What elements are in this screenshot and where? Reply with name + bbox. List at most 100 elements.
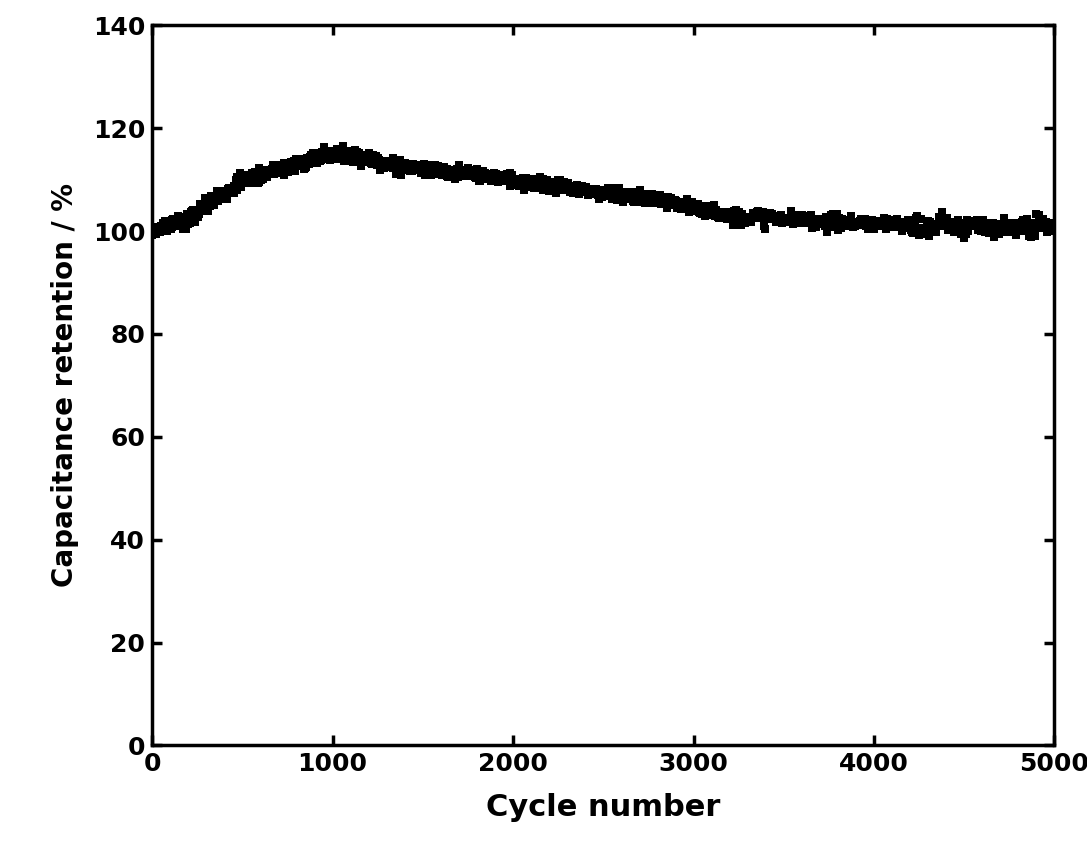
- Point: [855, 216, 873, 230]
- Point: [495, 172, 512, 185]
- Point: [770, 209, 787, 223]
- Point: [359, 151, 376, 164]
- Point: [504, 174, 522, 187]
- Point: [873, 214, 890, 228]
- Point: [580, 183, 598, 197]
- Point: [894, 224, 911, 238]
- Point: [245, 177, 262, 191]
- Point: [711, 211, 728, 224]
- Point: [598, 190, 615, 203]
- Point: [437, 165, 454, 179]
- Point: [803, 221, 821, 235]
- Point: [287, 157, 304, 170]
- Point: [147, 224, 164, 237]
- Point: [275, 168, 292, 181]
- Point: [850, 216, 867, 230]
- Point: [552, 183, 570, 197]
- Point: [324, 150, 341, 163]
- Point: [355, 151, 373, 164]
- Point: [1001, 225, 1019, 239]
- Point: [551, 173, 569, 186]
- Point: [819, 217, 836, 230]
- Point: [589, 189, 607, 202]
- Point: [598, 183, 615, 197]
- Point: [510, 180, 527, 193]
- Point: [455, 169, 473, 183]
- Point: [678, 192, 696, 206]
- Point: [399, 161, 416, 174]
- Point: [372, 158, 389, 171]
- Point: [370, 157, 387, 170]
- Point: [940, 223, 958, 236]
- Point: [744, 207, 761, 220]
- Point: [165, 214, 183, 228]
- Point: [708, 203, 725, 217]
- Point: [700, 204, 717, 218]
- Point: [352, 159, 370, 173]
- Point: [480, 168, 498, 181]
- Point: [927, 225, 945, 239]
- Point: [569, 184, 586, 197]
- Point: [401, 159, 418, 173]
- Point: [307, 153, 324, 167]
- Point: [700, 202, 717, 215]
- Point: [340, 144, 358, 158]
- Point: [345, 155, 362, 169]
- Point: [940, 221, 958, 235]
- Point: [901, 217, 919, 230]
- Point: [421, 162, 438, 175]
- Point: [439, 171, 457, 185]
- Point: [609, 194, 626, 208]
- Point: [641, 192, 659, 206]
- Point: [201, 191, 218, 204]
- Point: [1044, 222, 1061, 235]
- Point: [629, 191, 647, 205]
- Point: [703, 200, 721, 213]
- Point: [465, 169, 483, 183]
- Point: [538, 179, 555, 192]
- Point: [1027, 208, 1045, 221]
- Point: [844, 215, 861, 229]
- Point: [834, 219, 851, 233]
- Point: [984, 216, 1001, 230]
- Point: [662, 197, 679, 211]
- Point: [209, 185, 226, 198]
- Point: [336, 147, 353, 161]
- Point: [297, 160, 314, 174]
- Point: [298, 155, 315, 169]
- Point: [737, 216, 754, 230]
- Point: [524, 176, 541, 190]
- Point: [683, 197, 700, 210]
- Point: [537, 181, 554, 195]
- Point: [521, 175, 538, 189]
- Point: [426, 167, 443, 180]
- Point: [216, 185, 234, 199]
- Point: [250, 175, 267, 189]
- Point: [323, 149, 340, 163]
- Point: [368, 152, 387, 165]
- Point: [189, 210, 207, 224]
- Point: [379, 156, 397, 169]
- Point: [555, 182, 573, 196]
- Point: [1034, 221, 1051, 235]
- Point: [623, 189, 640, 202]
- Point: [855, 212, 873, 225]
- Point: [921, 222, 938, 235]
- Point: [239, 172, 257, 185]
- Point: [635, 189, 652, 202]
- Point: [429, 159, 447, 173]
- Point: [1015, 224, 1033, 237]
- Point: [625, 194, 642, 208]
- Point: [697, 201, 714, 214]
- Point: [944, 216, 961, 230]
- Point: [492, 174, 510, 188]
- Point: [723, 205, 740, 219]
- Point: [511, 174, 528, 187]
- Point: [146, 223, 163, 236]
- Point: [418, 161, 436, 174]
- Point: [492, 174, 510, 188]
- Point: [451, 165, 468, 179]
- Point: [651, 191, 669, 204]
- Point: [903, 225, 921, 239]
- Point: [975, 219, 992, 233]
